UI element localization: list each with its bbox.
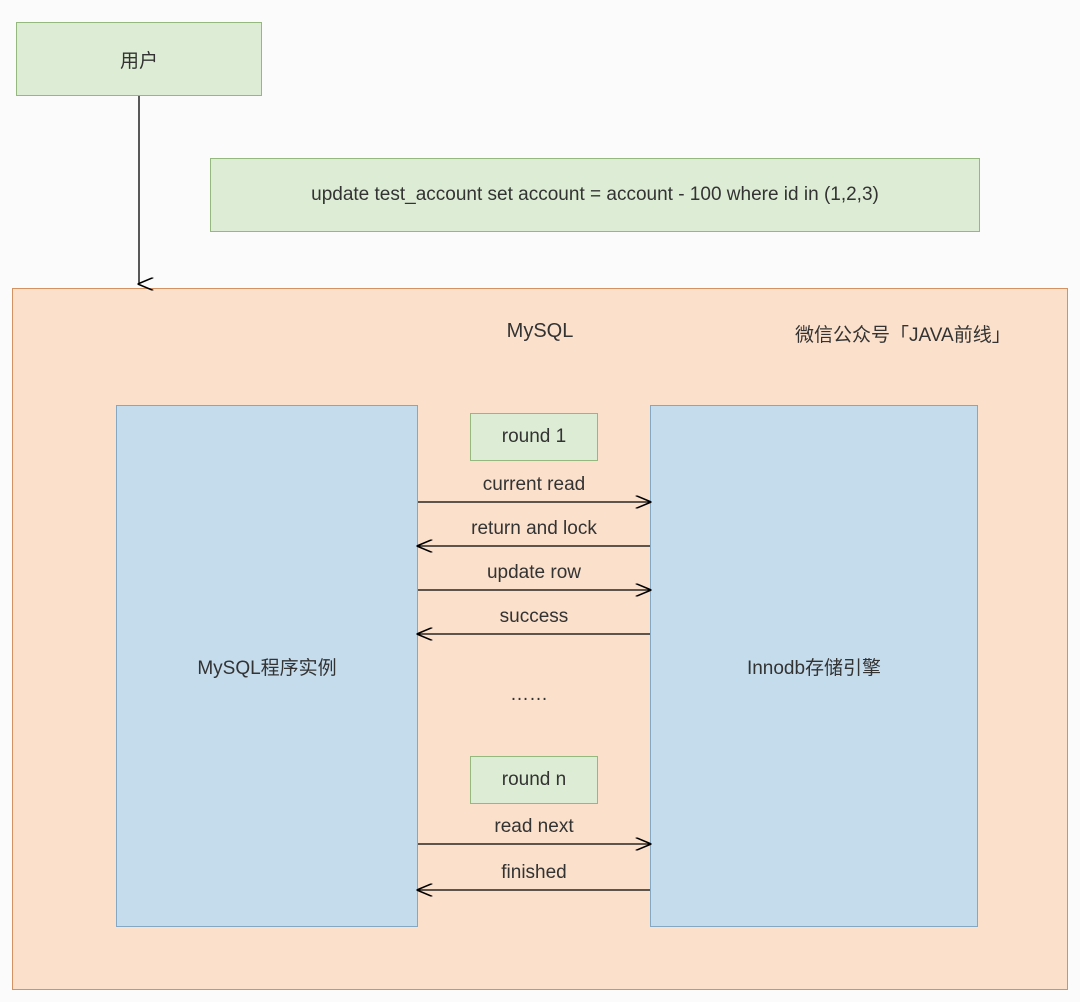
ellipsis-label: …… <box>510 684 548 706</box>
innodb-engine-label: Innodb存储引擎 <box>747 653 881 680</box>
msg-update-row: update row <box>418 562 650 584</box>
sql-statement-box: update test_account set account = accoun… <box>210 158 980 232</box>
user-label: 用户 <box>120 46 158 73</box>
round-badge-n: round n <box>470 756 598 804</box>
mysql-instance-box: MySQL程序实例 <box>116 405 418 927</box>
round-badge-n-label: round n <box>502 769 566 791</box>
user-box: 用户 <box>16 22 262 96</box>
innodb-engine-box: Innodb存储引擎 <box>650 405 978 927</box>
msg-return-and-lock: return and lock <box>418 518 650 540</box>
sql-text: update test_account set account = accoun… <box>311 184 879 206</box>
mysql-subtitle: 微信公众号「JAVA前线」 <box>795 320 1011 347</box>
round-badge-1-label: round 1 <box>502 426 566 448</box>
msg-finished: finished <box>418 862 650 884</box>
round-badge-1: round 1 <box>470 413 598 461</box>
msg-read-next: read next <box>418 816 650 838</box>
msg-current-read: current read <box>418 474 650 496</box>
mysql-instance-label: MySQL程序实例 <box>197 653 336 680</box>
msg-success: success <box>418 606 650 628</box>
